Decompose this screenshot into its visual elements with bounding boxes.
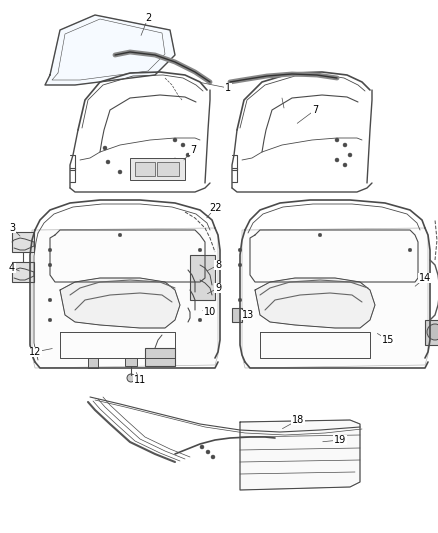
Polygon shape: [240, 420, 360, 490]
Circle shape: [48, 248, 52, 252]
Text: 12: 12: [29, 347, 41, 357]
Polygon shape: [32, 228, 218, 368]
Text: 22: 22: [209, 203, 221, 213]
Text: 8: 8: [215, 260, 221, 270]
Circle shape: [318, 233, 322, 237]
Bar: [232, 308, 242, 322]
Circle shape: [238, 263, 242, 267]
Text: 1: 1: [225, 83, 231, 93]
Circle shape: [211, 455, 215, 459]
Text: 13: 13: [242, 310, 254, 320]
Text: 14: 14: [419, 273, 431, 283]
Circle shape: [427, 324, 438, 340]
Circle shape: [106, 160, 110, 164]
Circle shape: [408, 248, 412, 252]
Bar: [12, 262, 34, 282]
Polygon shape: [242, 228, 428, 368]
Bar: [130, 158, 185, 180]
Circle shape: [343, 163, 347, 167]
Circle shape: [200, 445, 204, 449]
Circle shape: [186, 153, 190, 157]
Text: 7: 7: [190, 145, 196, 155]
Circle shape: [198, 318, 202, 322]
Text: 9: 9: [215, 283, 221, 293]
Circle shape: [118, 233, 122, 237]
Circle shape: [48, 298, 52, 302]
Circle shape: [118, 170, 122, 174]
Text: 4: 4: [9, 263, 15, 273]
Circle shape: [238, 248, 242, 252]
Bar: [135, 162, 155, 176]
Circle shape: [343, 143, 347, 147]
Circle shape: [335, 138, 339, 142]
Text: 18: 18: [292, 415, 304, 425]
Bar: [125, 358, 137, 366]
Bar: [145, 348, 175, 366]
Text: 7: 7: [312, 105, 318, 115]
Bar: [190, 255, 215, 300]
Circle shape: [198, 248, 202, 252]
Circle shape: [238, 318, 242, 322]
Circle shape: [238, 298, 242, 302]
Circle shape: [173, 138, 177, 142]
Bar: [157, 162, 179, 176]
Circle shape: [127, 374, 135, 382]
Text: 15: 15: [382, 335, 394, 345]
Circle shape: [173, 158, 177, 162]
Polygon shape: [45, 15, 175, 85]
Text: 3: 3: [9, 223, 15, 233]
Circle shape: [181, 143, 185, 147]
Bar: [88, 358, 98, 368]
Text: 10: 10: [204, 307, 216, 317]
Polygon shape: [255, 278, 375, 328]
Text: 11: 11: [134, 375, 146, 385]
Circle shape: [206, 450, 210, 454]
Polygon shape: [60, 278, 180, 328]
Circle shape: [48, 263, 52, 267]
Circle shape: [48, 318, 52, 322]
Circle shape: [103, 146, 107, 150]
Circle shape: [335, 158, 339, 162]
Text: 19: 19: [334, 435, 346, 445]
Bar: [425, 320, 438, 345]
Text: 2: 2: [145, 13, 151, 23]
Circle shape: [181, 163, 185, 167]
Bar: [12, 232, 34, 252]
Circle shape: [348, 153, 352, 157]
